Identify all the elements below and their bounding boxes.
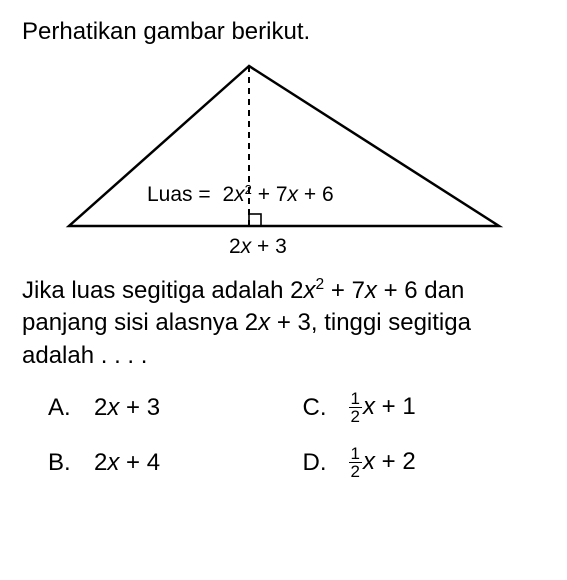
triangle-svg: Luas = 2x2 + 7x + 6 2x + 3	[39, 56, 529, 266]
option-A-label: A.	[48, 394, 76, 422]
option-A: A. 2x + 3	[48, 390, 291, 425]
option-B-pre: 2	[94, 449, 107, 476]
option-C-post: + 1	[375, 393, 416, 420]
options-grid: A. 2x + 3 C. 12x + 1 B. 2x + 4 D. 12x + …	[22, 390, 545, 480]
option-B-var: x	[107, 449, 119, 476]
option-A-var: x	[107, 394, 119, 421]
option-C-frac: 12	[349, 390, 362, 425]
svg-text:2x + 3: 2x + 3	[229, 235, 287, 258]
instruction-text: Perhatikan gambar berikut.	[22, 18, 545, 46]
option-D: D. 12x + 2	[303, 445, 546, 480]
option-C-num: 1	[349, 390, 362, 408]
option-D-expr: 12x + 2	[349, 445, 416, 480]
option-A-expr: 2x + 3	[94, 394, 160, 422]
option-A-post: + 3	[119, 394, 160, 421]
q-var-2: x	[365, 277, 377, 304]
option-C-den: 2	[349, 408, 362, 425]
option-D-var: x	[363, 448, 375, 475]
option-D-num: 1	[349, 445, 362, 463]
option-D-label: D.	[303, 449, 331, 477]
svg-text:Luas = 2x2 + 7x + 6: Luas = 2x2 + 7x + 6	[147, 182, 334, 207]
option-C-expr: 12x + 1	[349, 390, 416, 425]
q-var-3: x	[258, 309, 270, 336]
option-B-label: B.	[48, 449, 76, 477]
option-D-frac: 12	[349, 445, 362, 480]
option-D-post: + 2	[375, 448, 416, 475]
q-var-1: x	[304, 277, 316, 304]
q-sup: 2	[316, 276, 325, 293]
q-part-1: Jika luas segitiga adalah 2	[22, 277, 304, 304]
option-D-den: 2	[349, 463, 362, 480]
option-B-post: + 4	[119, 449, 160, 476]
option-C-label: C.	[303, 394, 331, 422]
option-C: C. 12x + 1	[303, 390, 546, 425]
q-part-2: + 7	[324, 277, 365, 304]
option-C-var: x	[363, 393, 375, 420]
option-B-expr: 2x + 4	[94, 449, 160, 477]
question-text: Jika luas segitiga adalah 2x2 + 7x + 6 d…	[22, 274, 545, 372]
option-A-pre: 2	[94, 394, 107, 421]
option-B: B. 2x + 4	[48, 445, 291, 480]
triangle-figure: Luas = 2x2 + 7x + 6 2x + 3	[22, 56, 545, 266]
